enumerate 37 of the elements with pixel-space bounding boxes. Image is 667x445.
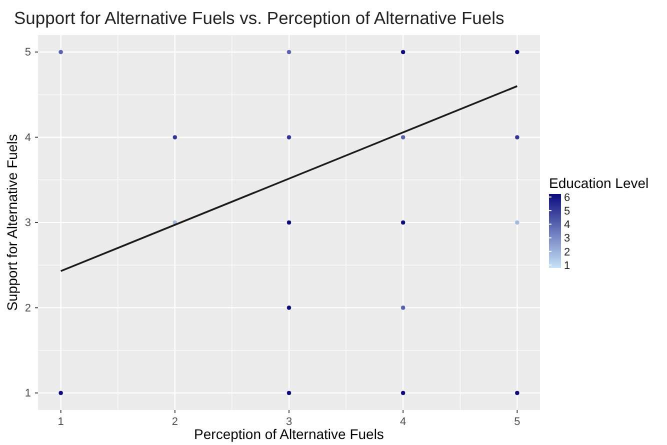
point bbox=[400, 390, 406, 396]
point bbox=[515, 390, 520, 396]
point bbox=[400, 135, 406, 140]
point bbox=[400, 306, 406, 310]
color-bar-label: 1 bbox=[564, 260, 570, 272]
y-axis-title: Support for Alternative Fuels bbox=[4, 134, 20, 311]
point bbox=[286, 50, 292, 54]
point bbox=[286, 390, 292, 396]
x-axis-title: Perception of Alternative Fuels bbox=[194, 426, 384, 442]
color-bar-label: 6 bbox=[564, 192, 570, 204]
point bbox=[515, 220, 520, 225]
point bbox=[400, 220, 406, 225]
point bbox=[172, 135, 178, 140]
point bbox=[515, 135, 520, 140]
point bbox=[286, 220, 292, 225]
y-tick-label: 3 bbox=[24, 217, 31, 230]
x-tick-label: 5 bbox=[514, 416, 520, 428]
point bbox=[400, 50, 406, 54]
color-bar-label: 4 bbox=[564, 219, 570, 232]
y-tick-label: 5 bbox=[24, 46, 31, 59]
point bbox=[58, 50, 63, 54]
x-tick-label: 1 bbox=[58, 416, 64, 428]
x-tick-label: 4 bbox=[400, 416, 406, 428]
color-bar-label: 2 bbox=[564, 246, 570, 258]
y-tick-label: 2 bbox=[24, 302, 31, 314]
point bbox=[286, 135, 292, 140]
x-tick-label: 2 bbox=[172, 416, 178, 428]
point bbox=[58, 390, 63, 396]
chart-title: Support for Alternative Fuels vs. Perception of Alternative Fuels bbox=[14, 8, 504, 28]
color-bar-label: 3 bbox=[564, 232, 570, 245]
point bbox=[286, 306, 292, 310]
point bbox=[515, 50, 520, 54]
color-bar-label: 5 bbox=[564, 205, 570, 218]
color-bar-title: Education Level bbox=[549, 175, 649, 191]
y-tick-label: 1 bbox=[24, 387, 31, 400]
x-tick-label: 3 bbox=[286, 416, 292, 428]
y-tick-label: 4 bbox=[24, 132, 31, 144]
